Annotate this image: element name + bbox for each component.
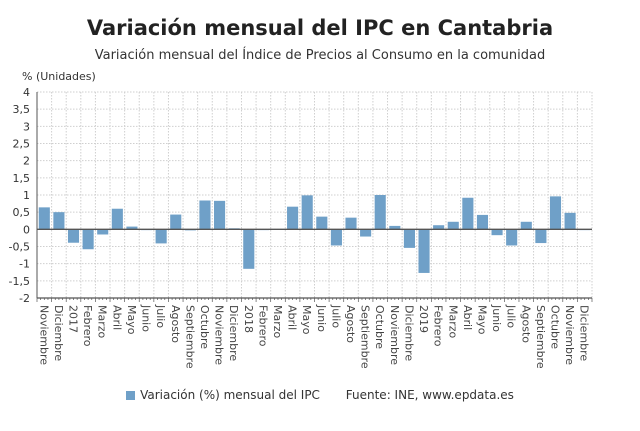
x-tick-label: Diciembre xyxy=(578,305,591,361)
y-tick-label: -1 xyxy=(19,258,30,271)
bar xyxy=(330,229,342,246)
bar xyxy=(53,212,65,230)
y-tick-label: 4 xyxy=(23,86,30,99)
y-tick-label: -2 xyxy=(19,292,30,305)
source-note: Fuente: INE, www.epdata.es xyxy=(345,388,514,402)
x-tick-label: Septiembre xyxy=(183,305,196,369)
x-tick-label: Mayo xyxy=(475,305,488,335)
x-tick-label: Agosto xyxy=(169,305,182,343)
bar xyxy=(199,200,211,230)
bar xyxy=(433,225,445,230)
bar xyxy=(491,229,503,236)
bar xyxy=(389,225,401,230)
x-tick-label: Febrero xyxy=(81,305,94,347)
bar xyxy=(301,195,313,230)
x-tick-label: 2019 xyxy=(417,305,430,333)
bar xyxy=(462,197,474,230)
x-tick-label: Febrero xyxy=(256,305,269,347)
bar xyxy=(418,229,430,273)
x-tick-label: Febrero xyxy=(432,305,445,347)
bar xyxy=(38,207,50,230)
chart-title: Variación mensual del IPC en Cantabria xyxy=(86,16,554,40)
bar xyxy=(155,229,167,244)
y-tick-label: 3,5 xyxy=(13,103,31,116)
x-tick-label: Noviembre xyxy=(213,305,226,365)
chart-subtitle: Variación mensual del Índice de Precios … xyxy=(94,48,546,63)
legend-swatch xyxy=(126,391,136,400)
bar xyxy=(506,229,518,246)
x-tick-label: Noviembre xyxy=(563,305,576,365)
x-tick-label: 2018 xyxy=(242,305,255,333)
x-tick-label: Diciembre xyxy=(52,305,65,361)
y-tick-label: 1 xyxy=(23,189,30,202)
bar xyxy=(564,212,576,230)
bar xyxy=(447,221,459,230)
bar xyxy=(476,214,489,230)
x-tick-label: Diciembre xyxy=(402,305,415,361)
y-tick-label: 1,5 xyxy=(13,172,31,185)
x-tick-label: Junio xyxy=(315,304,328,332)
bar xyxy=(67,229,80,243)
x-tick-label: 2017 xyxy=(67,305,80,333)
x-tick-label: Diciembre xyxy=(227,305,240,361)
x-tick-label: Mayo xyxy=(300,305,313,335)
x-tick-label: Mayo xyxy=(125,305,138,335)
y-tick-label: 0 xyxy=(23,223,30,236)
bar xyxy=(170,214,182,230)
x-tick-label: Octubre xyxy=(373,305,386,349)
bar xyxy=(126,226,138,230)
x-tick-label: Noviembre xyxy=(388,305,401,365)
bar xyxy=(214,200,226,230)
y-tick-label: 0,5 xyxy=(13,206,31,219)
x-tick-label: Julio xyxy=(505,304,518,328)
bar xyxy=(111,208,123,230)
y-tick-label: 2 xyxy=(23,155,30,168)
legend-label: Variación (%) mensual del IPC xyxy=(140,388,320,402)
bar xyxy=(97,229,109,235)
x-tick-label: Octubre xyxy=(548,305,561,349)
y-tick-label: 3 xyxy=(23,120,30,133)
x-tick-label: Junio xyxy=(490,304,503,332)
bar xyxy=(549,196,562,230)
y-tick-label: -1,5 xyxy=(9,275,30,288)
x-tick-label: Abril xyxy=(461,305,474,330)
x-tick-label: Junio xyxy=(140,304,153,332)
legend: Variación (%) mensual del IPC Fuente: IN… xyxy=(0,388,640,402)
x-tick-label: Abril xyxy=(286,305,299,330)
x-tick-label: Septiembre xyxy=(534,305,547,369)
x-tick-label: Agosto xyxy=(519,305,532,343)
bar xyxy=(360,229,372,237)
bar xyxy=(403,229,415,248)
bar xyxy=(345,217,357,230)
bar xyxy=(82,229,94,250)
bar xyxy=(520,221,532,230)
x-tick-label: Marzo xyxy=(271,305,284,339)
y-axis-label: % (Unidades) xyxy=(22,70,96,83)
x-tick-label: Julio xyxy=(154,304,167,328)
x-tick-label: Abril xyxy=(110,305,123,330)
y-tick-label: 2,5 xyxy=(13,138,31,151)
bar xyxy=(287,206,299,230)
bar xyxy=(316,216,328,230)
x-tick-label: Octubre xyxy=(198,305,211,349)
bar xyxy=(243,229,255,269)
bar xyxy=(535,229,547,244)
x-tick-label: Marzo xyxy=(96,305,109,339)
x-tick-label: Agosto xyxy=(344,305,357,343)
x-tick-label: Marzo xyxy=(446,305,459,339)
x-tick-label: Julio xyxy=(329,304,342,328)
x-tick-label: Noviembre xyxy=(37,305,50,365)
y-tick-label: -0,5 xyxy=(9,241,30,254)
x-tick-label: Septiembre xyxy=(359,305,372,369)
bar xyxy=(374,195,386,230)
